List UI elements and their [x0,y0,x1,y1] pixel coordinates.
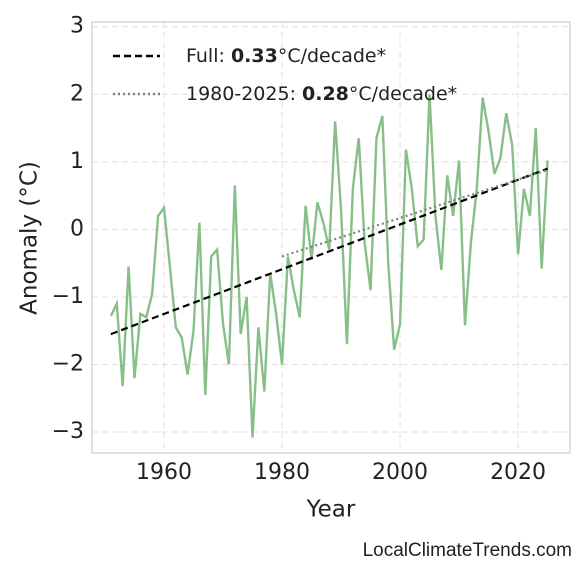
legend-text: °C/decade* [278,45,386,67]
y-tick-label: 2 [70,81,84,106]
x-axis-label: Year [306,497,356,523]
source: LocalClimateTrends.com [363,540,572,561]
legend-text: Full: [186,45,231,67]
legend-label: Full: 0.33°C/decade* [186,45,386,67]
legend-text: 0.28 [302,83,349,105]
y-tick-label: 0 [70,216,84,241]
x-tick-label: 2000 [372,460,428,485]
plot-frame [91,21,571,454]
legend-label: 1980-2025: 0.28°C/decade* [186,83,457,105]
series-line [110,167,548,336]
x-tick-label: 1980 [254,460,310,485]
y-tick-label: −2 [52,352,84,377]
legend-text: 1980-2025: [186,83,302,105]
y-tick-label: 3 [70,14,84,39]
series-line [281,168,548,258]
x-tick-label: 1960 [136,460,192,485]
x-tick-label: 2020 [490,460,546,485]
y-tick-label: −3 [52,419,84,444]
legend-text: 0.33 [231,45,278,67]
y-tick-label: −1 [52,284,84,309]
y-tick-label: 1 [70,149,84,174]
legend-text: °C/decade* [349,83,457,105]
y-axis-label: Anomaly (°C) [17,161,43,315]
series-line [109,94,549,438]
